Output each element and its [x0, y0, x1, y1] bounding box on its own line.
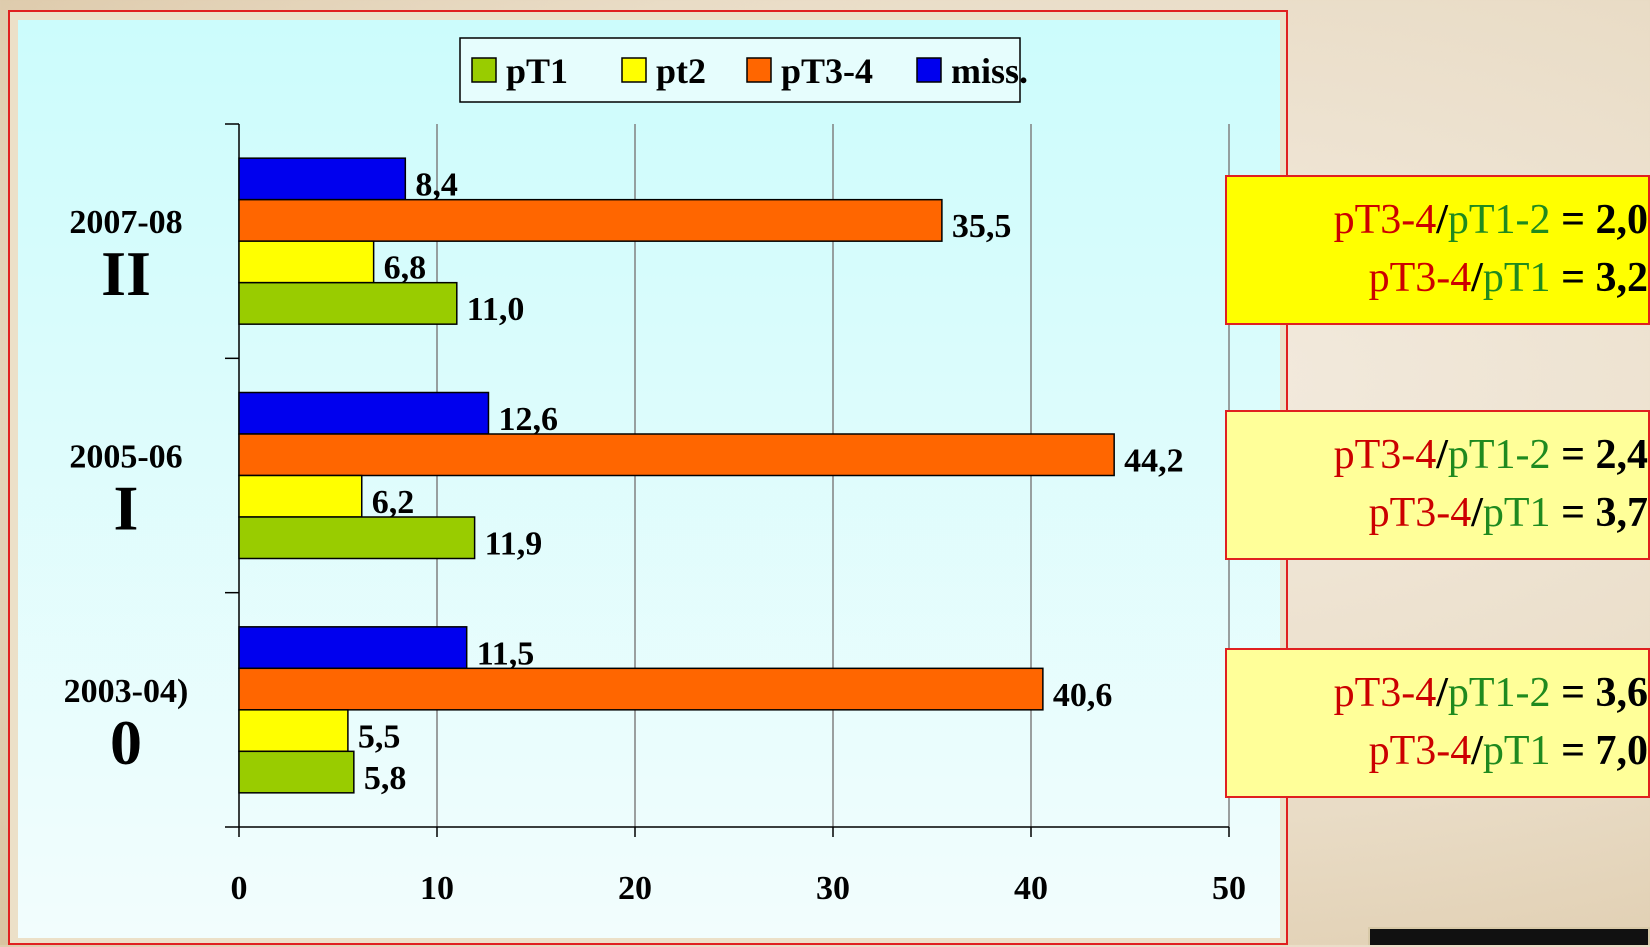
ratio-denominator: pT1: [1482, 255, 1551, 301]
data-label: 8,4: [415, 167, 458, 204]
ratio-denominator: pT1-2: [1447, 670, 1551, 716]
ratio-separator: /: [1436, 197, 1448, 243]
data-label: 35,5: [952, 208, 1012, 245]
category-roman-label: 0: [110, 707, 142, 778]
plot-background: [18, 20, 1280, 938]
data-label: 11,0: [467, 291, 525, 328]
category-roman-label: II: [101, 238, 151, 309]
ratio-value: 7,0: [1595, 728, 1649, 774]
ratio-numerator: pT3-4: [1333, 670, 1437, 716]
ratio-denominator: pT1: [1482, 728, 1551, 774]
ratio-numerator: pT3-4: [1333, 432, 1437, 478]
x-tick-label: 20: [618, 870, 652, 907]
category-label: 2003-04): [64, 673, 189, 710]
bar-pt2: [238, 474, 363, 518]
bar-pt2: [238, 240, 375, 284]
ratio-line-pt1: pT3-4/pT1 = 3,2: [1227, 249, 1648, 307]
bar-miss: [238, 626, 468, 670]
ratio-value: 3,2: [1595, 255, 1649, 301]
ratio-denominator: pT1-2: [1447, 197, 1551, 243]
ratio-equals: =: [1550, 197, 1596, 243]
ratio-line-pt1: pT3-4/pT1 = 7,0: [1227, 722, 1648, 780]
ratio-denominator: pT1-2: [1447, 432, 1551, 478]
legend-swatch: [746, 57, 772, 83]
bar-pt2: [238, 709, 349, 753]
data-label: 6,8: [384, 250, 427, 287]
legend-label: pt2: [656, 51, 706, 91]
bar-pt1: [238, 750, 355, 794]
ratio-line-pt1: pT3-4/pT1 = 3,7: [1227, 484, 1648, 542]
bar-pt34: [238, 667, 1044, 711]
ratio-separator: /: [1471, 728, 1483, 774]
bar-pt1: [238, 281, 458, 325]
ratio-equals: =: [1550, 432, 1596, 478]
data-label: 44,2: [1124, 443, 1184, 480]
category-label: 2007-08: [69, 204, 182, 241]
x-tick-label: 0: [231, 870, 248, 907]
ratio-equals: =: [1550, 490, 1596, 536]
data-label: 5,5: [358, 718, 401, 755]
bar-miss: [238, 157, 407, 201]
ratio-separator: /: [1436, 670, 1448, 716]
bar-pt34: [238, 433, 1115, 477]
ratio-value: 2,4: [1595, 432, 1649, 478]
ratio-line-pt1-2: pT3-4/pT1-2 = 2,0: [1227, 191, 1648, 249]
ratio-value: 3,7: [1595, 490, 1649, 536]
x-tick-label: 30: [816, 870, 850, 907]
ratio-value: 2,0: [1595, 197, 1649, 243]
x-tick-label: 50: [1212, 870, 1246, 907]
ratio-line-pt1-2: pT3-4/pT1-2 = 3,6: [1227, 664, 1648, 722]
chart-panel: 0 10 20 30 40 50 8,4 35,5 6,8 11,0 2007-08 II 12,6 44…: [8, 10, 1288, 945]
x-tick-label: 10: [420, 870, 454, 907]
ratio-numerator: pT3-4: [1368, 255, 1472, 301]
bar-miss: [238, 391, 490, 435]
data-label: 40,6: [1053, 677, 1113, 714]
data-label: 11,9: [485, 526, 543, 563]
legend-label: pT1: [506, 51, 568, 91]
data-label: 5,8: [364, 760, 407, 797]
ratio-box-2003-04: pT3-4/pT1-2 = 3,6 pT3-4/pT1 = 7,0: [1225, 648, 1650, 798]
legend-swatch: [916, 57, 942, 83]
ratio-line-pt1-2: pT3-4/pT1-2 = 2,4: [1227, 426, 1648, 484]
ratio-box-2007-08: pT3-4/pT1-2 = 2,0 pT3-4/pT1 = 3,2: [1225, 175, 1650, 325]
bar-pt1: [238, 516, 476, 560]
legend-label: pT3-4: [781, 51, 873, 91]
legend-label: miss.: [951, 51, 1028, 91]
data-label: 12,6: [498, 401, 557, 438]
bar-pt34: [238, 198, 943, 242]
legend-swatch: [471, 57, 497, 83]
ratio-box-2005-06: pT3-4/pT1-2 = 2,4 pT3-4/pT1 = 3,7: [1225, 410, 1650, 560]
ratio-separator: /: [1471, 255, 1483, 301]
ratio-value: 3,6: [1595, 670, 1649, 716]
legend-swatch: [621, 57, 647, 83]
ratio-equals: =: [1550, 255, 1596, 301]
data-label: 11,5: [477, 635, 535, 672]
ratio-equals: =: [1550, 728, 1596, 774]
dark-corner-box: [1368, 927, 1650, 945]
ratio-numerator: pT3-4: [1368, 490, 1472, 536]
ratio-separator: /: [1471, 490, 1483, 536]
ratio-equals: =: [1550, 670, 1596, 716]
ratio-denominator: pT1: [1482, 490, 1551, 536]
category-label: 2005-06: [69, 439, 182, 476]
x-tick-label: 40: [1014, 870, 1048, 907]
ratio-numerator: pT3-4: [1368, 728, 1472, 774]
ratio-numerator: pT3-4: [1333, 197, 1437, 243]
data-label: 6,2: [372, 484, 415, 521]
category-roman-label: I: [114, 473, 139, 544]
ratio-separator: /: [1436, 432, 1448, 478]
